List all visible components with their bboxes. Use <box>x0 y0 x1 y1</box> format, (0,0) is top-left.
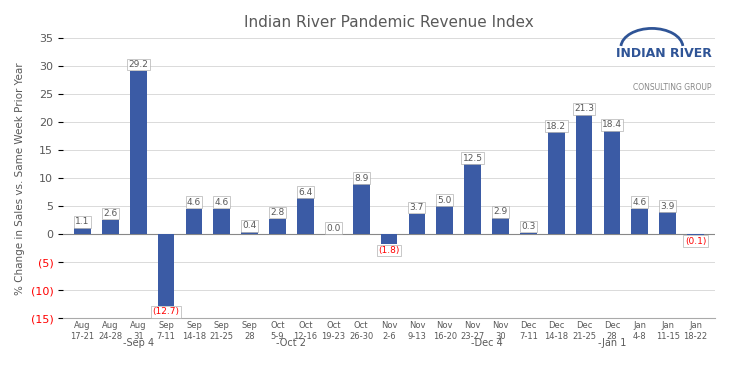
Text: 5.0: 5.0 <box>437 196 452 205</box>
Bar <box>631 208 648 234</box>
Bar <box>409 214 426 234</box>
Text: 4.6: 4.6 <box>633 198 647 207</box>
Bar <box>297 199 314 234</box>
Bar <box>269 219 286 234</box>
Bar <box>659 213 676 234</box>
Text: 0.4: 0.4 <box>242 221 257 230</box>
Text: (0.1): (0.1) <box>685 236 706 246</box>
Text: -Jan 1: -Jan 1 <box>598 338 626 348</box>
Bar <box>687 234 704 235</box>
Bar <box>74 228 91 234</box>
Bar <box>102 220 119 234</box>
Bar <box>437 206 453 234</box>
Text: (12.7): (12.7) <box>153 307 180 316</box>
Bar <box>492 218 509 234</box>
Text: 18.4: 18.4 <box>602 121 622 130</box>
Text: (1.8): (1.8) <box>378 246 400 255</box>
Text: 12.5: 12.5 <box>463 153 483 163</box>
Text: 4.6: 4.6 <box>215 198 229 207</box>
Text: CONSULTING GROUP: CONSULTING GROUP <box>633 83 712 92</box>
Bar <box>520 233 537 234</box>
Bar <box>158 234 174 305</box>
Text: 18.2: 18.2 <box>546 122 566 131</box>
Text: INDIAN RIVER: INDIAN RIVER <box>616 47 712 60</box>
Text: 6.4: 6.4 <box>299 188 312 197</box>
Text: -Sep 4: -Sep 4 <box>123 338 154 348</box>
Bar <box>185 208 202 234</box>
Bar <box>464 164 481 234</box>
Text: 2.9: 2.9 <box>493 207 507 216</box>
Text: -Oct 2: -Oct 2 <box>277 338 307 348</box>
Bar <box>213 208 230 234</box>
Title: Indian River Pandemic Revenue Index: Indian River Pandemic Revenue Index <box>244 15 534 30</box>
Text: 29.2: 29.2 <box>128 60 148 69</box>
Bar <box>353 185 369 234</box>
Text: 2.6: 2.6 <box>103 209 118 218</box>
Text: -Dec 4: -Dec 4 <box>471 338 502 348</box>
Text: 3.9: 3.9 <box>661 202 675 211</box>
Text: 0.0: 0.0 <box>326 224 340 233</box>
Bar <box>548 132 564 234</box>
Text: 2.8: 2.8 <box>270 208 285 217</box>
Y-axis label: % Change in Sales vs. Same Week Prior Year: % Change in Sales vs. Same Week Prior Ye… <box>15 62 25 294</box>
Bar <box>604 131 620 234</box>
Text: 3.7: 3.7 <box>410 203 424 212</box>
Text: 21.3: 21.3 <box>574 104 594 113</box>
Bar <box>130 70 147 234</box>
Bar <box>380 234 397 244</box>
Text: 8.9: 8.9 <box>354 174 369 183</box>
Text: 4.6: 4.6 <box>187 198 201 207</box>
Bar <box>576 115 593 234</box>
Text: 0.3: 0.3 <box>521 222 536 231</box>
Bar <box>242 232 258 234</box>
Text: 1.1: 1.1 <box>75 218 90 227</box>
